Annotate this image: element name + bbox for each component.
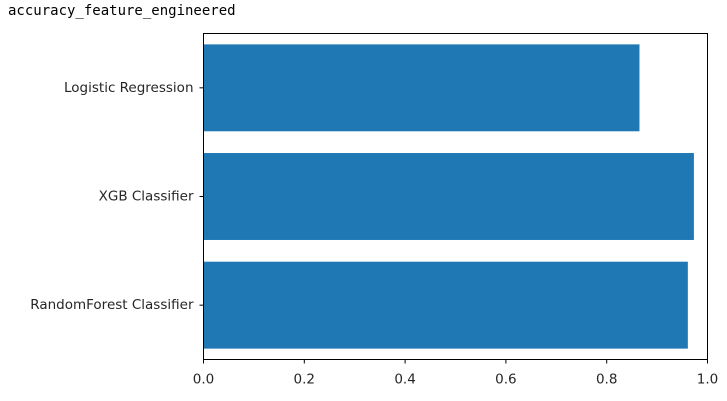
ticks-layer: RandomForest Classifier XGB Classifier Log… bbox=[30, 80, 718, 388]
bar-randomforest-classifier bbox=[203, 261, 688, 349]
bars-layer bbox=[203, 44, 694, 349]
x-tick-label: 0.8 bbox=[596, 372, 617, 388]
y-tick-label: Logistic Regression bbox=[64, 80, 194, 96]
bar-logistic-regression bbox=[203, 44, 640, 132]
y-tick-label: RandomForest Classifier bbox=[30, 297, 194, 313]
x-tick-label: 0.2 bbox=[294, 372, 315, 388]
y-tick-label: XGB Classifier bbox=[99, 189, 194, 205]
cell-output-label: accuracy_feature_engineered bbox=[8, 3, 236, 19]
bar-xgb-classifier bbox=[203, 153, 694, 240]
x-tick-label: 1.0 bbox=[697, 372, 718, 388]
x-tick-label: 0.4 bbox=[394, 372, 415, 388]
x-tick-label: 0.6 bbox=[495, 372, 516, 388]
x-tick-label: 0.0 bbox=[193, 372, 214, 388]
